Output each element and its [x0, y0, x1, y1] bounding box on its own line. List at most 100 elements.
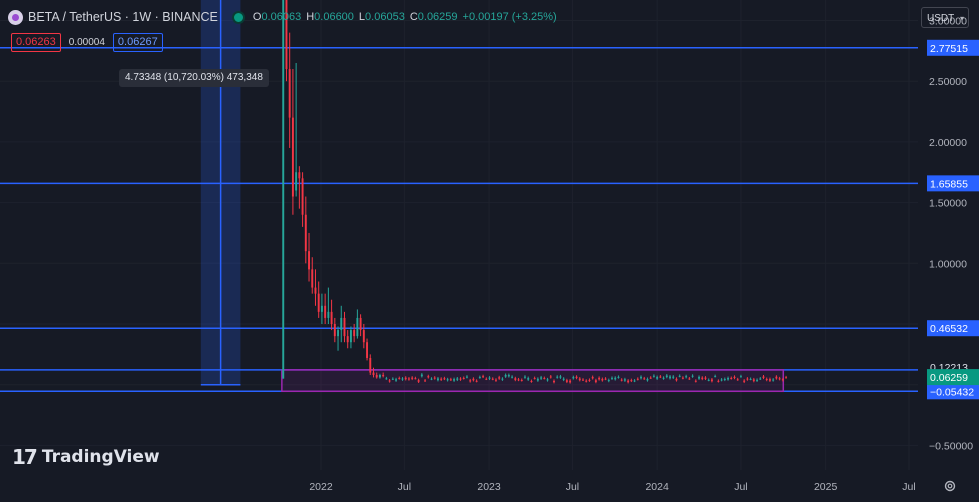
candle-body [723, 378, 726, 380]
candle [443, 376, 446, 381]
candle [469, 378, 472, 383]
candle [698, 375, 700, 380]
candle-body [759, 378, 762, 380]
candle-body [414, 378, 417, 380]
level-tag-text: −0.05432 [930, 386, 974, 398]
candle-body [562, 378, 565, 380]
candle-body [427, 376, 430, 378]
sell-price-button[interactable]: 0.06263 [11, 33, 61, 52]
candle [656, 375, 659, 380]
candle-body [556, 376, 559, 378]
candle [414, 376, 417, 380]
candle [681, 376, 684, 380]
candle-body [698, 376, 700, 379]
candle [582, 378, 584, 381]
candle-body [482, 376, 485, 378]
candle [717, 379, 720, 383]
level-tag: 1.65855 [927, 175, 979, 192]
candle [511, 375, 514, 379]
candle-body [382, 374, 385, 377]
candle-body [746, 378, 749, 380]
x-tick-label: 2024 [645, 481, 669, 493]
candle [720, 378, 723, 382]
candle [482, 374, 485, 379]
candle [536, 377, 539, 382]
candle [417, 378, 420, 384]
candle-body [649, 377, 652, 379]
candle-body [295, 172, 298, 191]
candle-body [553, 380, 555, 383]
candle-body [604, 378, 607, 380]
candle [465, 375, 468, 379]
x-tick-label: Jul [398, 481, 411, 493]
candle-body [366, 342, 369, 358]
ohlc-open: O0.06063 [252, 11, 302, 23]
candle-body [578, 378, 581, 381]
candle-body [785, 377, 788, 379]
candle [646, 377, 649, 382]
candle-body [485, 378, 488, 380]
candle [514, 376, 517, 382]
candle-body [540, 377, 543, 379]
candle-body [340, 317, 343, 331]
symbol-title[interactable]: BETA / TetherUS · 1W · BINANCE [28, 10, 218, 24]
candle-body [614, 377, 617, 380]
candle [401, 377, 404, 381]
candle-body [707, 379, 710, 381]
price-axis [918, 0, 979, 470]
candle [778, 376, 781, 381]
candle-body [701, 377, 704, 379]
level-tag-box [927, 320, 979, 337]
candle-body [704, 377, 707, 379]
candle-body [411, 377, 414, 379]
candle-body [495, 379, 497, 381]
candle [746, 377, 749, 381]
candle [324, 293, 327, 324]
buy-price-button[interactable]: 0.06267 [112, 33, 163, 52]
candle-body [507, 375, 510, 377]
candle [308, 232, 310, 282]
candle-body [678, 375, 681, 377]
candle-body [511, 376, 514, 378]
x-tick-label: Jul [902, 481, 915, 493]
candle [714, 374, 717, 378]
candle-body [549, 376, 552, 378]
candle-body [520, 379, 523, 381]
candle [739, 374, 742, 378]
candle-body [330, 311, 333, 324]
candle [353, 324, 356, 343]
candle [694, 379, 697, 383]
candle [614, 376, 617, 381]
candle [553, 379, 555, 384]
candle-body [743, 380, 746, 382]
candle-body [530, 381, 533, 383]
candle [756, 378, 759, 382]
candle-body [688, 378, 691, 380]
candle-body [527, 378, 530, 380]
level-tag: −0.05432 [927, 383, 979, 400]
candle-body [478, 377, 481, 379]
candle-body [517, 379, 520, 381]
candle [736, 377, 739, 381]
candle [649, 376, 652, 379]
gear-icon[interactable] [943, 479, 957, 493]
candle [569, 379, 572, 384]
candle [585, 379, 588, 383]
candle [659, 375, 662, 379]
candle-body [327, 311, 330, 318]
candle-body [401, 378, 404, 380]
candle-body [652, 375, 655, 377]
candle-body [585, 380, 588, 382]
candle-body [749, 378, 752, 380]
candle-body [588, 379, 591, 381]
candle [424, 378, 427, 382]
candle [630, 378, 633, 383]
candle-body [320, 305, 323, 312]
candle [559, 374, 562, 379]
y-tick-label: −0.50000 [929, 440, 973, 452]
candle-body [611, 377, 613, 379]
currency-select[interactable]: USDT ▾ [921, 7, 969, 28]
candle-body [781, 379, 784, 381]
candle-body [417, 380, 420, 382]
